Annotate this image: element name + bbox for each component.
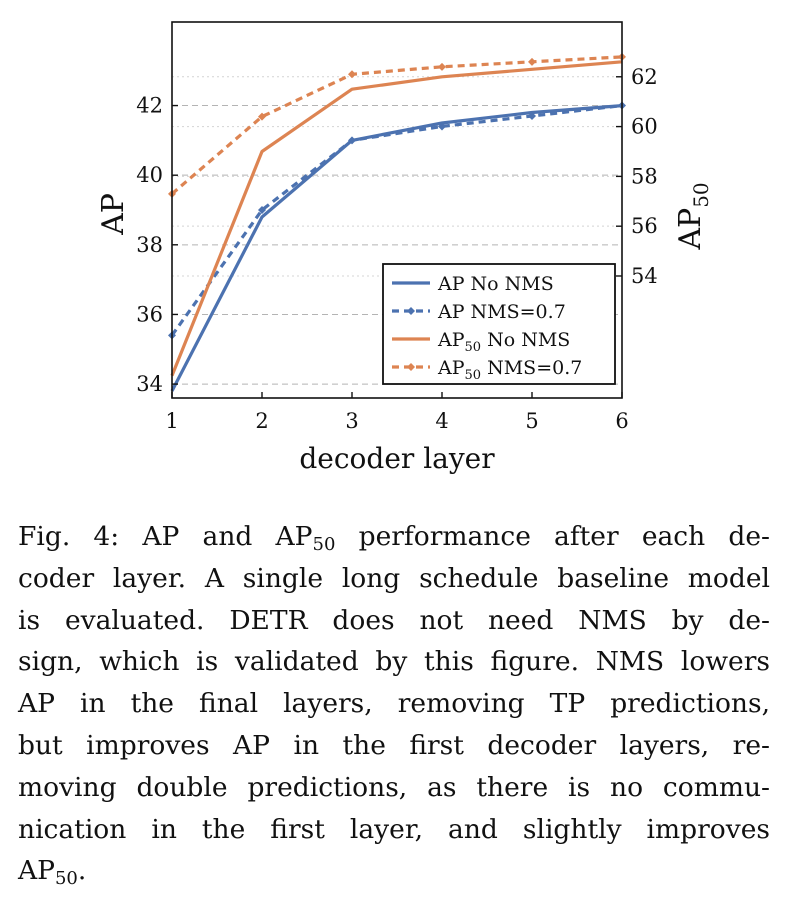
caption-line: nication in the first layer, and slightl… bbox=[18, 809, 770, 851]
x-tick-label: 3 bbox=[345, 409, 358, 433]
figure-caption: Fig. 4: AP and AP50 performance after ea… bbox=[18, 516, 770, 892]
legend-label-main: AP bbox=[437, 357, 465, 379]
x-axis-label: decoder layer bbox=[299, 442, 495, 475]
caption-text: . bbox=[77, 855, 87, 887]
series-line bbox=[170, 104, 623, 392]
caption-text: AP bbox=[18, 855, 55, 887]
y-tick-label-right: 54 bbox=[631, 264, 658, 288]
caption-line: but improves AP in the first decoder lay… bbox=[18, 725, 770, 767]
series-lines bbox=[168, 52, 626, 392]
legend-label-main: AP NMS=0.7 bbox=[437, 301, 566, 323]
legend-label-sub: 50 bbox=[465, 340, 482, 355]
data-point bbox=[528, 112, 536, 120]
legend-marker bbox=[407, 307, 415, 315]
y-tick-label-left: 42 bbox=[136, 94, 163, 118]
series-1 bbox=[170, 104, 623, 392]
y-tick-label-left: 36 bbox=[136, 302, 163, 326]
data-point bbox=[348, 136, 356, 145]
caption-line: AP50. bbox=[18, 850, 770, 892]
x-tick-label: 2 bbox=[255, 409, 268, 433]
legend-label-main: AP bbox=[437, 329, 465, 351]
plot-frame bbox=[171, 21, 623, 399]
legend-label: AP No NMS bbox=[437, 273, 554, 295]
series-line bbox=[170, 60, 623, 377]
legend-marker bbox=[407, 363, 415, 371]
y-tick-label-right: 58 bbox=[631, 164, 658, 188]
y-tick-label-left: 34 bbox=[136, 372, 163, 396]
legend-label: AP50 No NMS bbox=[437, 329, 570, 355]
y-tick-label-right: 62 bbox=[631, 65, 658, 89]
y-tick-label-left: 38 bbox=[136, 233, 163, 257]
x-tick-label: 5 bbox=[525, 409, 538, 433]
caption-text: is evaluated. DETR does not need NMS by … bbox=[18, 604, 770, 636]
series-line bbox=[170, 104, 623, 337]
series-2 bbox=[168, 101, 626, 340]
y-axis-label-left: AP bbox=[96, 193, 131, 236]
y-axis-label-right-main: AP bbox=[673, 208, 708, 251]
data-point bbox=[438, 62, 446, 71]
series-line bbox=[170, 55, 623, 196]
data-point bbox=[258, 112, 266, 121]
data-point bbox=[258, 206, 266, 214]
x-tick-label: 4 bbox=[435, 409, 448, 433]
caption-text: Fig. 4: AP and AP bbox=[18, 521, 313, 552]
caption-subscript: 50 bbox=[312, 534, 336, 556]
legend-label: AP50 NMS=0.7 bbox=[437, 357, 582, 383]
caption-line: is evaluated. DETR does not need NMS by … bbox=[18, 600, 770, 642]
caption-text: performance after each de- bbox=[335, 521, 770, 552]
caption-text: coder layer. A single long schedule base… bbox=[18, 562, 770, 594]
data-point bbox=[348, 70, 356, 79]
figure: 34 36 38 40 42 54 56 58 60 62 1 2 3 4 5 6 AP No NMS AP N… bbox=[96, 21, 713, 475]
caption-text: but improves AP in the first decoder lay… bbox=[18, 729, 770, 761]
caption-line: moving double predictions, as there is n… bbox=[18, 767, 770, 809]
legend-label-main: AP No NMS bbox=[437, 273, 554, 295]
legend-label-rest: No NMS bbox=[481, 329, 570, 351]
x-tick-label: 1 bbox=[165, 409, 178, 433]
y-axis-label-right: AP50 bbox=[673, 182, 713, 250]
caption-line: coder layer. A single long schedule base… bbox=[18, 558, 770, 600]
y-tick-label-right: 60 bbox=[631, 115, 658, 139]
data-point bbox=[438, 122, 446, 131]
legend-label-sub: 50 bbox=[465, 368, 482, 383]
x-tick-label: 6 bbox=[615, 409, 628, 433]
y-tick-label-left: 40 bbox=[136, 163, 163, 187]
caption-text: sign, which is validated by this figure.… bbox=[18, 646, 770, 678]
caption-line: sign, which is validated by this figure.… bbox=[18, 641, 770, 683]
legend-label: AP NMS=0.7 bbox=[437, 301, 566, 323]
caption-line: Fig. 4: AP and AP50 performance after ea… bbox=[18, 516, 770, 558]
y-axis-label-right-sub: 50 bbox=[689, 182, 713, 207]
data-point bbox=[528, 57, 536, 66]
legend-label-rest: NMS=0.7 bbox=[481, 357, 582, 379]
caption-text: AP in the final layers, removing TP pred… bbox=[18, 688, 770, 720]
series-3 bbox=[170, 60, 623, 377]
y-tick-label-right: 56 bbox=[631, 214, 658, 238]
caption-subscript: 50 bbox=[54, 868, 78, 890]
caption-line: AP in the final layers, removing TP pred… bbox=[18, 683, 770, 725]
caption-text: nication in the first layer, and slightl… bbox=[18, 813, 770, 845]
caption-text: moving double predictions, as there is n… bbox=[18, 771, 770, 803]
